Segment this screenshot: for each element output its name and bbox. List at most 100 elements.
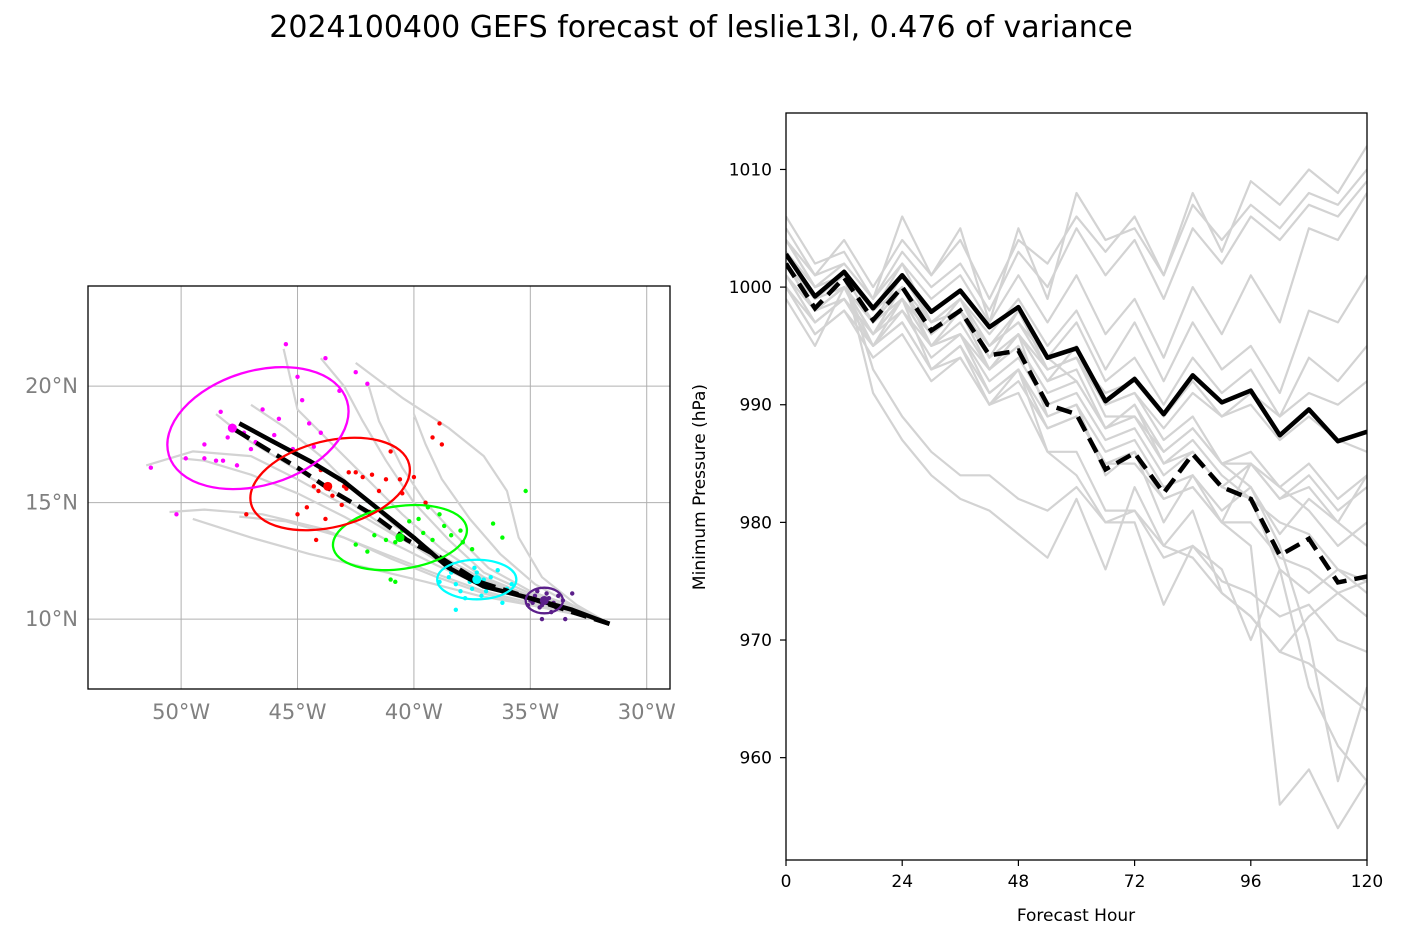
member-position-dot [469, 586, 475, 592]
y-tick-label: 980 [740, 513, 772, 533]
member-position-dot [393, 540, 398, 545]
member-position-dot [148, 465, 154, 470]
member-position-dot [353, 369, 358, 375]
member-position-dot [276, 416, 282, 421]
ensemble-member-pressure-line [786, 239, 1367, 536]
member-position-dot [458, 528, 463, 533]
ensemble-track-line [355, 362, 611, 625]
member-position-dot [430, 537, 435, 543]
x-tick-label: 48 [1008, 872, 1030, 892]
member-position-dot [353, 470, 358, 475]
member-position-dot [323, 356, 328, 361]
lon-tick-label: 45°W [269, 700, 327, 724]
ensemble-member-pressure-line [786, 274, 1367, 830]
member-position-dot [369, 472, 375, 477]
member-position-dot [306, 421, 312, 426]
member-position-dot [423, 500, 428, 505]
map-background [88, 286, 670, 689]
member-position-dot [234, 463, 240, 468]
x-tick-label: 24 [891, 872, 913, 892]
ensemble-member-pressure-line [786, 274, 1367, 547]
member-position-dot [260, 407, 265, 412]
member-position-dot [248, 446, 254, 452]
member-position-dot [441, 523, 447, 529]
member-position-dot [313, 537, 319, 543]
y-tick-label: 990 [740, 396, 772, 416]
ensemble-member-pressure-line [786, 180, 1367, 312]
member-position-dot [244, 512, 249, 517]
member-position-dot [490, 521, 496, 526]
member-position-dot [483, 588, 489, 594]
member-position-dot [509, 581, 514, 587]
uncertainty-ellipse [249, 436, 412, 532]
y-tick-label: 1000 [729, 278, 772, 298]
member-position-dot [437, 421, 442, 426]
ensemble-track-line [169, 508, 610, 625]
map-frame [87, 285, 671, 690]
lat-tick-label: 10°N [25, 607, 78, 631]
ensemble-member-pressure-line [786, 262, 1367, 642]
member-position-dot [469, 547, 475, 552]
member-position-dot [544, 591, 549, 596]
member-position-dot [346, 470, 351, 475]
uncertainty-ellipse [331, 503, 469, 572]
member-position-dot [388, 449, 393, 454]
lon-tick-label: 30°W [618, 700, 676, 724]
member-position-dot [570, 591, 575, 596]
member-position-dot [500, 600, 505, 606]
member-position-dot [446, 574, 452, 580]
member-position-dot [376, 488, 382, 494]
lat-tick-label: 20°N [25, 374, 78, 398]
ensemble-member-pressure-line [786, 286, 1367, 453]
x-tick-label: 120 [1351, 872, 1383, 892]
uncertainty-ellipse [436, 558, 518, 601]
member-position-dot [202, 456, 207, 461]
y-axis-label: Minimum Pressure (hPa) [690, 384, 710, 590]
member-position-dot [539, 616, 545, 622]
member-position-dot [474, 570, 479, 575]
ensemble-member-pressure-line [786, 251, 1367, 783]
lon-tick-label: 40°W [385, 700, 443, 724]
mean-position-dot [323, 481, 333, 491]
ensemble-member-pressure-line [786, 274, 1367, 512]
pressure-frame [785, 112, 1368, 861]
ensemble-member-pressure-line [786, 262, 1367, 395]
ensemble-member-pressure-line [786, 145, 1367, 324]
x-axis-label: Forecast Hour [1017, 906, 1135, 926]
ensemble-member-pressure-line [786, 168, 1367, 300]
member-position-dot [453, 581, 459, 587]
member-position-dot [316, 488, 321, 494]
member-position-dot [472, 565, 477, 571]
y-tick-label: 970 [740, 631, 772, 651]
member-position-dot [393, 579, 398, 585]
member-position-dot [556, 593, 561, 599]
member-position-dot [174, 512, 179, 517]
x-tick-label: 0 [781, 872, 792, 892]
member-position-dot [295, 374, 300, 380]
mean-position-dot [227, 423, 237, 433]
member-position-dot [344, 486, 349, 491]
member-position-dot [323, 516, 328, 522]
member-position-dot [397, 477, 403, 482]
member-position-dot [479, 593, 484, 599]
member-position-dot [299, 397, 305, 403]
member-position-dot [304, 505, 310, 510]
member-position-dot [220, 458, 226, 463]
member-position-dot [353, 542, 358, 547]
x-tick-label: 96 [1240, 872, 1262, 892]
uncertainty-ellipse [166, 365, 350, 491]
member-position-dot [563, 616, 568, 622]
member-position-dot [458, 588, 463, 594]
member-position-dot [330, 493, 335, 498]
member-position-dot [488, 574, 493, 580]
member-position-dot [448, 533, 454, 538]
member-position-dot [360, 474, 365, 480]
member-position-dot [183, 456, 188, 461]
ensemble-member-pressure-line [786, 286, 1367, 653]
mean-position-dot [539, 595, 549, 605]
member-position-dot [318, 430, 323, 435]
ensemble-track-line [366, 381, 610, 625]
member-position-dot [453, 607, 459, 612]
member-position-dot [283, 342, 289, 347]
